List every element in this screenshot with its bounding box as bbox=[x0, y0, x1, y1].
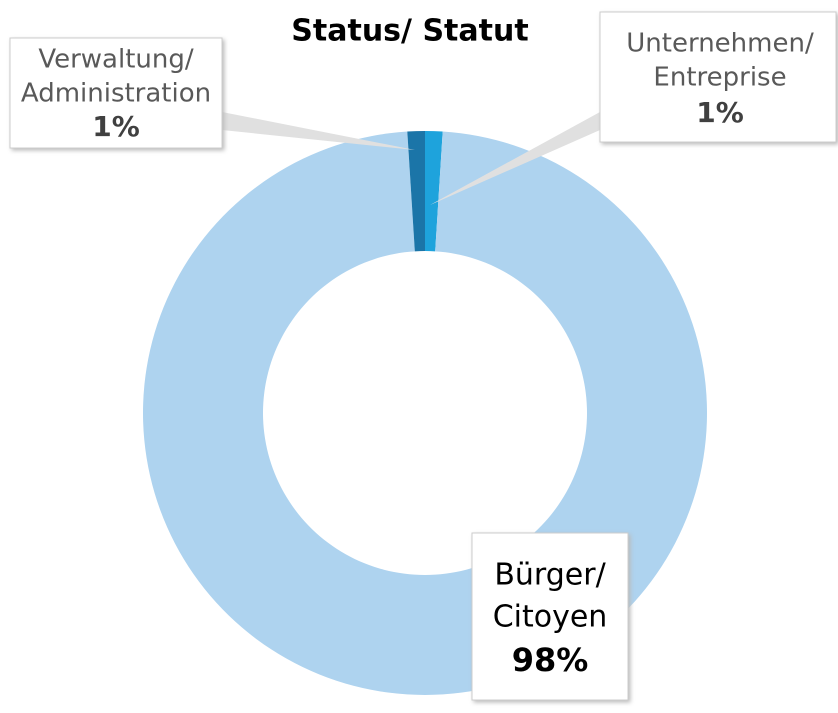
donut-slice bbox=[425, 131, 443, 252]
value-label: 98% bbox=[512, 641, 589, 679]
category-label: Administration bbox=[21, 79, 211, 109]
value-label: 1% bbox=[696, 96, 744, 129]
category-label: Verwaltung/ bbox=[38, 45, 194, 75]
category-label: Bürger/ bbox=[494, 558, 606, 593]
callout: Unternehmen/ Entreprise 1% bbox=[599, 11, 837, 143]
chart-title: Status/ Statut bbox=[291, 14, 528, 49]
category-label: Unternehmen/ bbox=[626, 29, 814, 59]
value-label: 1% bbox=[92, 110, 140, 143]
callout-leader bbox=[430, 112, 600, 205]
category-label: Citoyen bbox=[493, 600, 608, 635]
category-label: Entreprise bbox=[653, 63, 786, 93]
callout-leader bbox=[222, 112, 415, 150]
donut-slice bbox=[407, 131, 425, 252]
callout: Verwaltung/ Administration 1% bbox=[9, 37, 223, 149]
callout: Bürger/ Citoyen 98% bbox=[471, 532, 629, 701]
